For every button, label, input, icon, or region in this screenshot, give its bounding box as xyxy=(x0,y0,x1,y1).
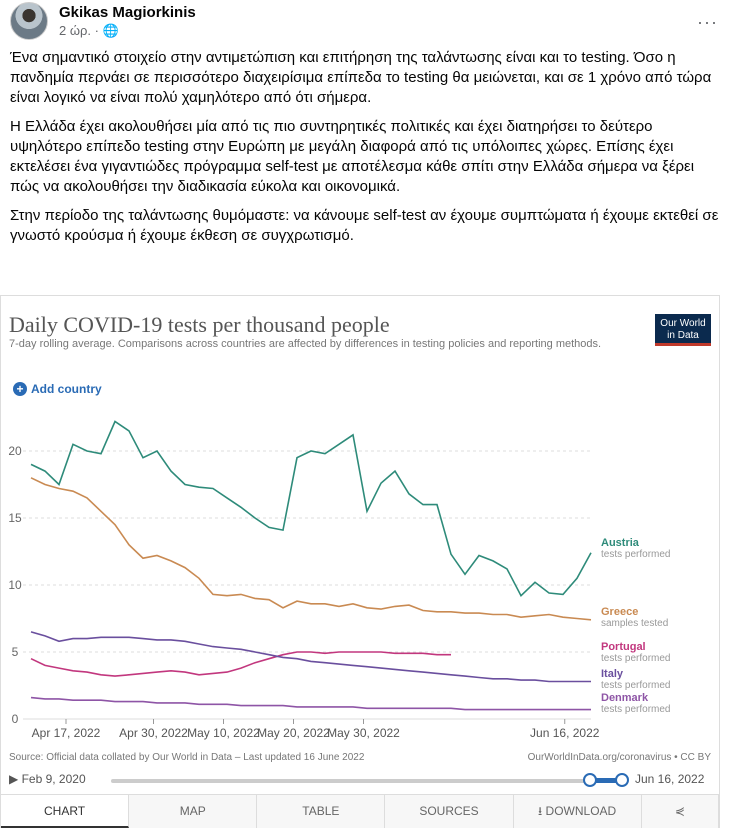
timeline-selection xyxy=(589,778,625,783)
source-url[interactable]: OurWorldInData.org/coronavirus • CC BY xyxy=(527,752,711,763)
paragraph: Η Ελλάδα έχει ακολουθήσει μία από τις πι… xyxy=(10,118,695,195)
tab-table[interactable]: TABLE xyxy=(257,795,386,828)
chart-subtitle: 7-day rolling average. Comparisons acros… xyxy=(9,338,602,350)
more-options-button[interactable]: ··· xyxy=(697,12,718,32)
timeline-end-handle[interactable] xyxy=(615,773,629,787)
timeline-track[interactable] xyxy=(111,779,595,783)
post-header: Gkikas Magiorkinis 2 ώρ. · 🌐 xyxy=(10,2,196,40)
x-tick-label: May 10, 2022 xyxy=(187,726,260,740)
x-tick-label: Apr 30, 2022 xyxy=(119,726,188,740)
timeline-start-handle[interactable] xyxy=(583,773,597,787)
legend-sublabel: tests performed xyxy=(601,549,670,560)
x-tick-label: Apr 17, 2022 xyxy=(32,726,101,740)
legend-sublabel: tests performed xyxy=(601,704,670,715)
add-country-button[interactable]: + Add country xyxy=(13,382,102,396)
series-line-denmark xyxy=(30,696,591,711)
x-tick-label: May 30, 2022 xyxy=(327,726,400,740)
author-name[interactable]: Gkikas Magiorkinis xyxy=(59,3,196,21)
legend-label-greece: Greece xyxy=(601,606,638,618)
plus-icon: + xyxy=(13,382,27,396)
y-tick-label: 15 xyxy=(8,511,22,525)
plot-area: 0 5 10 15 20 Apr 17, 2022 Apr 30, 2022 May 10, … xyxy=(8,420,670,740)
legend-label-italy: Italy xyxy=(601,668,624,680)
x-tick-label: May 20, 2022 xyxy=(257,726,330,740)
tab-download[interactable]: ⭳ DOWNLOAD xyxy=(513,795,642,828)
series-line-portugal xyxy=(30,651,451,677)
chart-title: Daily COVID-19 tests per thousand people xyxy=(9,312,390,337)
y-tick-label: 0 xyxy=(12,712,19,726)
series-line-italy xyxy=(30,631,591,683)
timeline: ▶ Feb 9, 2020 Jun 16, 2022 xyxy=(9,770,715,790)
paragraph: Ένα σημαντικό στοιχείο στην αντιμετώπιση… xyxy=(10,49,712,106)
y-tick-label: 5 xyxy=(12,645,19,659)
legend-sublabel: tests performed xyxy=(601,653,670,664)
chart-tabs: CHART MAP TABLE SOURCES ⭳ DOWNLOAD ⋞ xyxy=(1,794,719,828)
legend-label-denmark: Denmark xyxy=(601,692,649,704)
y-tick-label: 10 xyxy=(8,578,22,592)
legend-sublabel: tests performed xyxy=(601,680,670,691)
avatar[interactable] xyxy=(10,2,48,40)
tab-map[interactable]: MAP xyxy=(129,795,258,828)
tab-chart[interactable]: CHART xyxy=(1,795,130,828)
series-line-austria xyxy=(30,420,592,598)
paragraph: Στην περίοδο της ταλάντωσης θυμόμαστε: ν… xyxy=(10,207,719,244)
y-tick-label: 20 xyxy=(8,444,22,458)
timeline-start: Feb 9, 2020 xyxy=(21,772,86,786)
owid-chart[interactable]: Daily COVID-19 tests per thousand people… xyxy=(0,295,720,828)
legend-sublabel: samples tested xyxy=(601,618,668,629)
source-note: Source: Official data collated by Our Wo… xyxy=(9,752,365,763)
legend-label-portugal: Portugal xyxy=(601,641,646,653)
owid-logo[interactable]: Our World in Data xyxy=(655,314,711,346)
add-country-label: Add country xyxy=(31,382,102,396)
globe-icon: 🌐 xyxy=(102,22,119,38)
tab-sources[interactable]: SOURCES xyxy=(385,795,514,828)
share-button[interactable]: ⋞ xyxy=(641,795,719,828)
timeline-end: Jun 16, 2022 xyxy=(635,772,705,786)
post-text: Ένα σημαντικό στοιχείο στην αντιμετώπιση… xyxy=(10,48,726,255)
x-tick-label: Jun 16, 2022 xyxy=(530,726,600,740)
play-button[interactable]: ▶ Feb 9, 2020 xyxy=(9,772,86,786)
legend-label-austria: Austria xyxy=(601,537,640,549)
post-time[interactable]: 2 ώρ. · xyxy=(59,22,99,38)
series-line-greece xyxy=(30,477,592,621)
